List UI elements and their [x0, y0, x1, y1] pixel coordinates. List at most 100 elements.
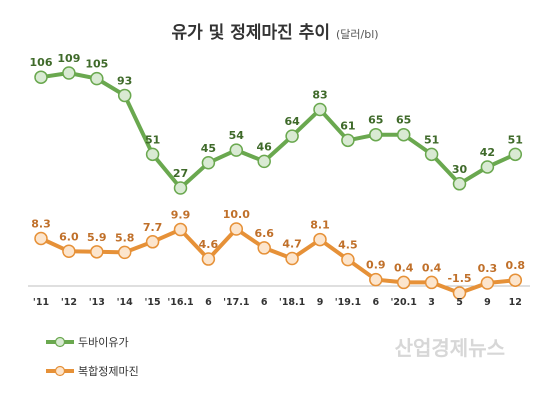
chart-title-unit: (달러/bl)	[336, 28, 379, 41]
data-label-1-5: 9.9	[171, 209, 191, 222]
data-label-1-17: 0.8	[506, 259, 526, 272]
point-1-11	[341, 252, 355, 267]
x-tick-6: 6	[205, 297, 212, 308]
point-1-14	[424, 275, 439, 290]
point-0-0	[34, 70, 48, 84]
data-label-0-4: 51	[145, 133, 160, 146]
point-0-4	[145, 147, 160, 162]
x-tick-7: '17.1	[223, 297, 249, 308]
point-0-14	[424, 147, 439, 162]
data-label-0-5: 27	[173, 167, 188, 180]
point-0-7	[229, 143, 244, 157]
data-label-0-9: 64	[284, 115, 300, 128]
data-label-0-3: 93	[117, 74, 132, 87]
data-label-1-2: 5.9	[87, 231, 107, 244]
x-tick-14: 3	[428, 297, 435, 308]
data-label-1-16: 0.3	[478, 262, 498, 275]
data-label-1-0: 8.3	[31, 217, 51, 230]
point-1-9	[285, 251, 299, 266]
data-label-0-16: 42	[480, 146, 495, 159]
x-tick-0: '11	[33, 297, 49, 308]
data-label-0-6: 45	[201, 142, 216, 155]
data-label-1-12: 0.9	[366, 259, 386, 272]
data-label-0-0: 106	[30, 56, 53, 69]
point-1-0	[34, 231, 48, 246]
x-tick-9: '18.1	[279, 297, 305, 308]
point-1-2	[90, 245, 104, 259]
legend-label-0: 두바이유가	[78, 336, 129, 349]
series-line-0	[40, 71, 517, 190]
point-1-10	[313, 232, 327, 247]
x-tick-11: '19.1	[335, 297, 361, 308]
x-tick-16: 9	[484, 297, 491, 308]
data-label-1-4: 7.7	[143, 221, 163, 234]
chart-title: 유가 및 정제마진 추이 (달러/bl)	[171, 23, 378, 43]
data-labels: 106 109 105 93 51 27 45 54 46 64 83 61 65 65 51 30 42 51 8…	[30, 52, 526, 285]
data-label-1-9: 4.7	[282, 237, 302, 250]
series-line-1	[40, 227, 516, 295]
point-0-8	[257, 154, 271, 169]
point-1-4	[145, 235, 160, 249]
data-label-1-1: 6.0	[59, 230, 79, 243]
point-1-7	[229, 222, 244, 236]
data-label-1-13: 0.4	[394, 261, 414, 274]
data-label-0-15: 30	[452, 163, 468, 176]
data-label-0-14: 51	[424, 133, 439, 146]
point-0-10	[313, 102, 327, 117]
data-label-0-8: 46	[257, 140, 273, 153]
x-tick-10: 9	[317, 297, 324, 308]
x-tick-13: '20.1	[391, 297, 417, 308]
data-label-0-13: 65	[396, 114, 411, 127]
data-label-1-15: -1.5	[447, 272, 471, 285]
point-1-12	[369, 272, 383, 287]
x-tick-2: '13	[89, 297, 105, 308]
data-label-1-6: 4.6	[199, 238, 219, 251]
data-label-1-7: 10.0	[223, 208, 250, 221]
point-0-9	[285, 129, 299, 143]
point-0-13	[396, 127, 411, 142]
point-0-11	[341, 133, 355, 148]
x-tick-4: '15	[145, 297, 161, 308]
data-label-0-11: 61	[340, 119, 355, 132]
data-label-0-1: 109	[57, 52, 80, 65]
x-tick-12: 6	[372, 297, 379, 308]
point-1-17	[508, 273, 523, 287]
point-1-16	[480, 276, 495, 290]
point-0-12	[369, 127, 383, 142]
x-tick-labels: '11 '12 '13 '14 '15 '16.1 6 '17.1 6 '18.1 9 '19.1 6 '…	[33, 297, 522, 308]
point-1-8	[257, 241, 271, 255]
data-label-0-7: 54	[229, 129, 245, 142]
point-1-5	[173, 222, 188, 237]
data-label-0-12: 65	[368, 114, 383, 127]
data-label-0-2: 105	[85, 58, 108, 71]
point-0-15	[452, 177, 467, 191]
x-tick-3: '14	[117, 297, 134, 308]
point-1-3	[117, 245, 132, 260]
data-label-1-8: 6.6	[254, 227, 274, 240]
point-1-1	[62, 244, 76, 259]
point-0-1	[62, 66, 76, 80]
x-tick-5: '16.1	[167, 297, 193, 308]
x-tick-8: 6	[261, 297, 268, 308]
legend-marker-0	[54, 336, 66, 348]
point-0-3	[117, 88, 132, 103]
chart-title-main: 유가 및 정제마진 추이	[171, 23, 330, 43]
data-label-1-3: 5.8	[115, 231, 135, 244]
point-0-6	[201, 156, 216, 170]
data-label-1-10: 8.1	[310, 219, 330, 232]
point-0-17	[508, 147, 523, 162]
legend-marker-1	[54, 365, 66, 377]
point-0-5	[173, 181, 188, 195]
point-1-13	[396, 275, 411, 290]
data-label-0-17: 51	[508, 133, 523, 146]
data-label-1-11: 4.5	[338, 239, 358, 252]
point-0-2	[90, 71, 104, 86]
x-tick-1: '12	[61, 297, 77, 308]
series-lines	[34, 66, 523, 300]
point-1-15	[452, 286, 467, 300]
point-0-16	[480, 160, 495, 174]
x-tick-17: 12	[509, 297, 522, 308]
